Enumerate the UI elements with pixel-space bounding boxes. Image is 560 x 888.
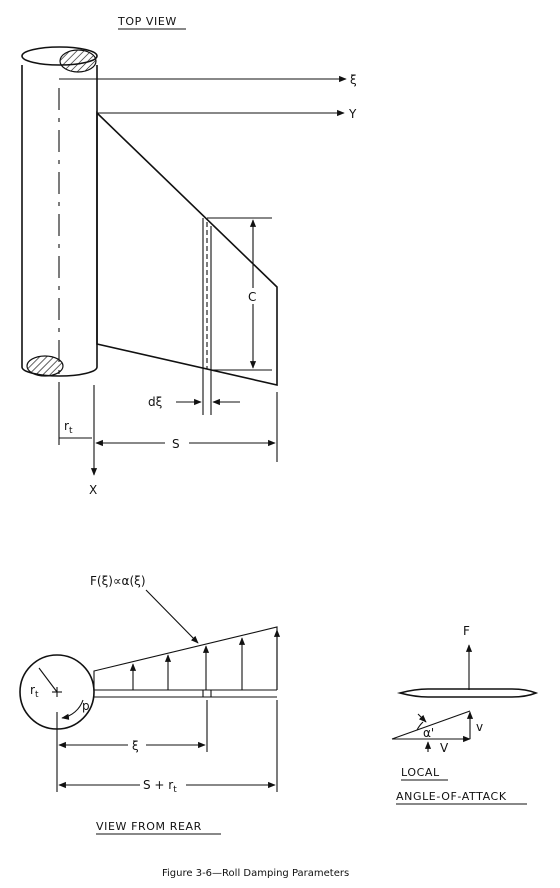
total-span-label-gap <box>140 775 186 793</box>
relative-wind-line <box>391 710 471 740</box>
y-axis-label: Y <box>348 107 357 121</box>
airfoil-section <box>396 688 539 698</box>
xi-axis-label: ξ <box>350 73 357 87</box>
roll-rate-arrow <box>61 699 84 720</box>
v-small-label: v <box>476 720 483 734</box>
roll-rate-label: p <box>82 699 90 713</box>
xi-dimension-label: ξ <box>132 739 139 753</box>
strip-label: dξ <box>148 395 162 409</box>
top-cut-section <box>59 49 97 73</box>
rear-view-title: VIEW FROM REAR <box>96 820 202 833</box>
rear-radius-line <box>38 667 58 693</box>
local-title-line1: LOCAL <box>401 766 440 779</box>
rear-view: F(ξ)∝α(ξ) rt p ξ S + rt VIEW FROM <box>19 574 281 835</box>
xi-label-gap <box>128 737 146 753</box>
strip-element <box>202 218 212 415</box>
load-distribution-label: F(ξ)∝α(ξ) <box>90 574 146 588</box>
fuselage-cylinder <box>21 46 98 404</box>
x-axis-label: X <box>89 483 97 497</box>
load-envelope <box>93 626 278 690</box>
top-view: TOP VIEW ξ Y X C <box>21 15 357 497</box>
span-label-gap <box>165 435 189 451</box>
alpha-label: α' <box>423 726 434 740</box>
force-label: F <box>463 624 470 638</box>
load-label-leader <box>145 589 199 644</box>
top-view-title: TOP VIEW <box>117 15 177 28</box>
local-title-line2: ANGLE-OF-ATTACK <box>396 790 507 803</box>
span-label: S <box>172 437 180 451</box>
local-angle-of-attack: F α' v V LOCAL ANGLE-OF-ATTACK <box>391 624 539 805</box>
chord-label-gap <box>244 288 262 304</box>
figure-caption: Figure 3-6—Roll Damping Parameters <box>162 868 349 879</box>
rt-label: rt <box>64 419 73 436</box>
bottom-cut-section <box>26 355 64 377</box>
rear-rt-label: rt <box>30 683 39 700</box>
chord-label: C <box>248 290 256 304</box>
total-span-label: S + rt <box>143 778 177 795</box>
fin-planform <box>96 111 278 387</box>
alpha-leader <box>417 713 427 723</box>
v-large-label: V <box>440 741 449 755</box>
